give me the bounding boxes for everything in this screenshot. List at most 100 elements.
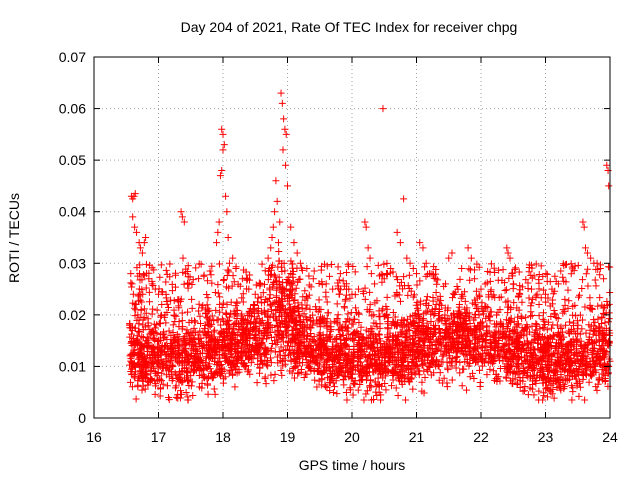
data-point bbox=[204, 390, 212, 398]
data-point bbox=[129, 213, 137, 221]
data-points bbox=[126, 89, 614, 404]
data-point bbox=[271, 370, 279, 378]
data-point bbox=[581, 244, 589, 252]
data-point bbox=[264, 254, 272, 262]
data-point bbox=[452, 353, 460, 361]
data-point bbox=[203, 291, 211, 299]
data-point bbox=[170, 297, 178, 305]
data-point bbox=[171, 318, 179, 326]
data-point bbox=[213, 239, 221, 247]
y-tick-label: 0.02 bbox=[59, 307, 86, 323]
data-point bbox=[583, 249, 591, 257]
data-point bbox=[519, 387, 527, 395]
data-point bbox=[362, 223, 370, 231]
data-point bbox=[130, 304, 138, 312]
x-tick-labels: 16 17 18 19 20 21 22 23 24 bbox=[86, 429, 618, 445]
data-point bbox=[392, 273, 400, 281]
data-point bbox=[232, 264, 240, 272]
data-point bbox=[288, 369, 296, 377]
data-point bbox=[268, 306, 276, 314]
data-point bbox=[177, 208, 185, 216]
data-point bbox=[440, 351, 448, 359]
data-point bbox=[148, 310, 156, 318]
data-point bbox=[191, 318, 199, 326]
data-point bbox=[578, 284, 586, 292]
data-point bbox=[432, 301, 440, 309]
data-point bbox=[337, 336, 345, 344]
data-point bbox=[443, 383, 451, 391]
data-point bbox=[333, 334, 341, 342]
data-point bbox=[392, 384, 400, 392]
data-point bbox=[156, 273, 164, 281]
data-point bbox=[188, 295, 196, 303]
x-tick-label: 20 bbox=[344, 429, 360, 445]
data-point bbox=[162, 266, 170, 274]
data-point bbox=[593, 386, 601, 394]
data-point bbox=[467, 254, 475, 262]
data-point bbox=[296, 312, 304, 320]
data-point bbox=[144, 315, 152, 323]
data-point bbox=[540, 317, 548, 325]
data-point bbox=[526, 312, 534, 320]
data-point bbox=[603, 161, 611, 169]
data-point bbox=[211, 288, 219, 296]
data-point bbox=[206, 267, 214, 275]
data-point bbox=[382, 386, 390, 394]
data-point bbox=[566, 318, 574, 326]
data-point bbox=[153, 306, 161, 314]
data-point bbox=[449, 290, 457, 298]
data-point bbox=[175, 302, 183, 310]
data-point bbox=[185, 382, 193, 390]
data-point bbox=[145, 288, 153, 296]
data-point bbox=[231, 383, 239, 391]
data-point bbox=[465, 313, 473, 321]
data-point bbox=[219, 130, 227, 138]
data-point bbox=[257, 293, 265, 301]
data-point bbox=[533, 290, 541, 298]
data-point bbox=[409, 385, 417, 393]
data-point bbox=[208, 262, 216, 270]
data-point bbox=[333, 341, 341, 349]
data-point bbox=[587, 254, 595, 262]
data-point bbox=[540, 286, 548, 294]
data-point bbox=[604, 318, 612, 326]
data-point bbox=[206, 365, 214, 373]
data-point bbox=[302, 304, 310, 312]
data-point bbox=[140, 239, 148, 247]
data-point bbox=[559, 306, 567, 314]
data-point bbox=[528, 285, 536, 293]
data-point bbox=[366, 301, 374, 309]
data-point bbox=[581, 303, 589, 311]
data-point bbox=[156, 392, 164, 400]
data-point bbox=[335, 276, 343, 284]
data-point bbox=[180, 218, 188, 226]
data-point bbox=[204, 294, 212, 302]
data-point bbox=[195, 372, 203, 380]
data-point bbox=[456, 358, 464, 366]
data-point bbox=[247, 359, 255, 367]
data-point bbox=[436, 369, 444, 377]
data-point bbox=[584, 265, 592, 273]
x-tick-label: 19 bbox=[280, 429, 296, 445]
data-point bbox=[260, 280, 268, 288]
data-point bbox=[182, 389, 190, 397]
data-point bbox=[268, 234, 276, 241]
data-point bbox=[379, 105, 387, 113]
data-point bbox=[138, 249, 146, 257]
data-point bbox=[282, 130, 290, 138]
data-point bbox=[582, 270, 590, 278]
data-point bbox=[156, 320, 164, 328]
data-point bbox=[423, 293, 431, 301]
data-point bbox=[379, 271, 387, 279]
data-point bbox=[528, 311, 536, 319]
data-point bbox=[535, 396, 543, 404]
data-point bbox=[458, 264, 466, 272]
data-point bbox=[280, 115, 288, 123]
data-point bbox=[169, 321, 177, 329]
data-point bbox=[328, 261, 336, 269]
data-point bbox=[178, 213, 186, 221]
data-point bbox=[165, 358, 173, 366]
y-tick-label: 0.07 bbox=[59, 49, 86, 65]
data-point bbox=[128, 383, 136, 391]
